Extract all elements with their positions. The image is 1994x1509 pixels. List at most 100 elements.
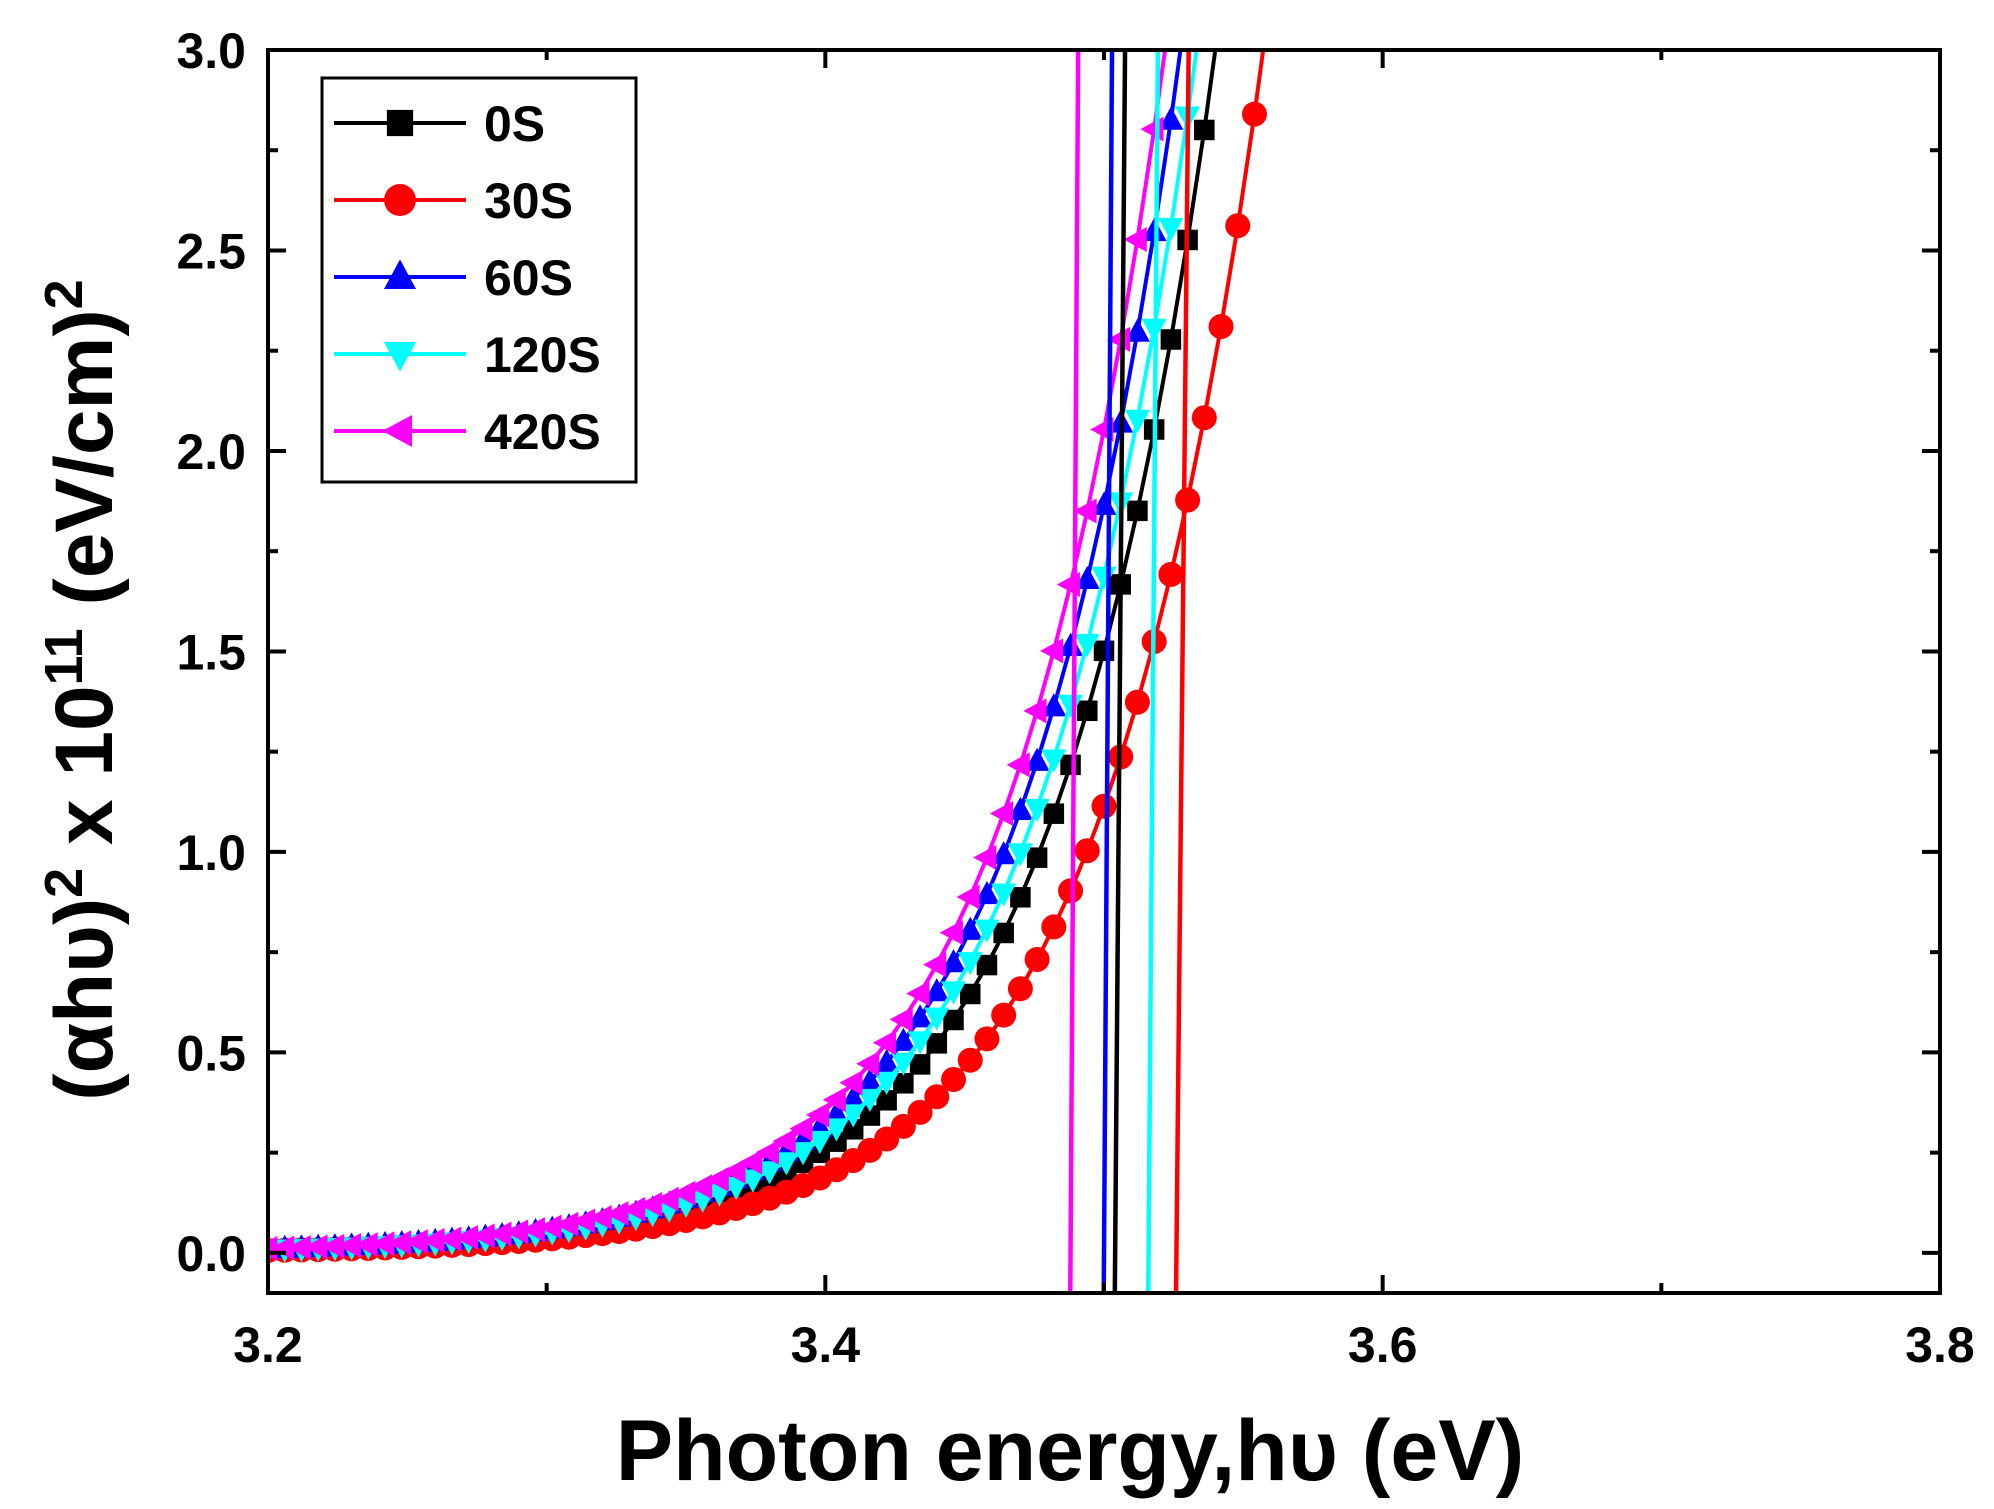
data-point: [859, 1105, 881, 1126]
data-point: [941, 1066, 967, 1092]
axes: 3.2 3.4 3.6 3.8 0.0 0.5 1.0 1.5 2.0 2.5 3.0: [176, 23, 1974, 1373]
data-point: [740, 1169, 766, 1193]
data-point: [1157, 0, 1180, 20]
fit-line-420S: [1068, 50, 1081, 1293]
data-point: [840, 1085, 866, 1109]
fit-line-30S: [1173, 50, 1191, 1293]
data-point: [605, 1201, 629, 1227]
data-point: [924, 1084, 950, 1110]
y-tick-label: 1.0: [176, 825, 246, 881]
data-point: [924, 1007, 950, 1031]
data-point: [1026, 847, 1048, 868]
data-point: [1208, 314, 1234, 340]
data-point: [989, 801, 1014, 827]
data-point: [1073, 498, 1097, 524]
data-point: [421, 1227, 445, 1253]
data-point: [973, 844, 997, 870]
data-point: [842, 1119, 864, 1140]
legend-marker: [384, 259, 416, 289]
data-point: [807, 1130, 833, 1154]
data-point: [337, 1232, 361, 1258]
data-point: [571, 1208, 596, 1234]
data-point: [1041, 693, 1067, 717]
data-point: [1091, 793, 1117, 819]
data-point: [304, 1234, 328, 1260]
data-point: [488, 1221, 512, 1247]
data-point: [1006, 752, 1030, 778]
data-point: [1007, 976, 1033, 1002]
data-point: [1024, 747, 1050, 771]
data-point: [874, 1048, 900, 1073]
data-point: [823, 1118, 849, 1142]
data-point: [926, 1033, 948, 1054]
data-point: [270, 1235, 295, 1261]
data-point: [976, 954, 998, 976]
data-point: [1191, 405, 1217, 431]
y-axis-title: (αhυ)2 x 1011 (eV/cm)2: [34, 279, 130, 1100]
legend-label: 120S: [484, 327, 601, 383]
data-point: [354, 1232, 378, 1258]
y-title-base: (αhυ): [39, 898, 130, 1101]
data-point: [856, 1051, 880, 1077]
legend-marker: [382, 415, 412, 447]
data-point: [1007, 843, 1033, 867]
legend-label: 420S: [484, 404, 601, 460]
data-point: [1124, 318, 1150, 342]
data-point: [723, 1176, 749, 1200]
data-point: [974, 1026, 1000, 1052]
y-title-sup-2: 11: [34, 628, 94, 685]
data-point: [956, 884, 980, 910]
data-point: [1141, 217, 1167, 242]
data-point: [321, 1233, 345, 1259]
data-point: [923, 952, 947, 978]
legend-marker: [386, 109, 414, 137]
legend-item-420S: 420S: [334, 404, 601, 460]
data-point: [1043, 803, 1065, 824]
legend-item-60S: 60S: [334, 250, 573, 306]
data-point: [959, 983, 981, 1005]
data-point: [840, 1104, 866, 1128]
x-tick-label: 3.8: [1905, 1317, 1975, 1373]
data-point: [1060, 754, 1081, 776]
data-point: [957, 1047, 983, 1073]
data-point: [1241, 101, 1267, 127]
data-point: [471, 1223, 495, 1249]
data-point: [857, 1088, 883, 1113]
data-point: [1093, 640, 1115, 662]
x-tick-label: 3.2: [233, 1317, 303, 1373]
x-tick-label: 3.6: [1348, 1317, 1418, 1373]
data-point: [939, 920, 963, 946]
data-point: [874, 1071, 900, 1095]
data-point: [909, 1054, 931, 1075]
data-point: [1160, 329, 1182, 350]
data-point: [957, 952, 983, 976]
data-point: [755, 1139, 779, 1165]
data-point: [823, 1100, 849, 1124]
data-point: [739, 1149, 763, 1175]
data-point: [454, 1225, 479, 1251]
data-point: [622, 1196, 646, 1222]
data-point: [890, 1052, 916, 1076]
legend-box: [320, 76, 638, 484]
data-point: [991, 841, 1017, 865]
legend-marker: [384, 184, 416, 216]
data-point: [1175, 0, 1200, 7]
data-point: [906, 980, 930, 1006]
data-point: [941, 949, 967, 973]
data-point: [1127, 500, 1148, 522]
data-point: [1074, 565, 1100, 590]
y-tick-label: 2.0: [176, 424, 246, 480]
data-point: [505, 1219, 529, 1245]
data-point: [1192, 0, 1217, 6]
legend-marker: [384, 342, 416, 372]
data-point: [1007, 796, 1033, 820]
y-tick-label: 0.5: [176, 1025, 246, 1081]
fit-line-0S: [1112, 50, 1128, 1293]
legend-item-120S: 120S: [334, 327, 601, 383]
data-point: [1074, 634, 1100, 658]
data-point: [907, 1031, 933, 1055]
series-420S: [268, 0, 1180, 1261]
data-point: [893, 1073, 914, 1094]
y-title-mid: x 10: [39, 685, 130, 867]
